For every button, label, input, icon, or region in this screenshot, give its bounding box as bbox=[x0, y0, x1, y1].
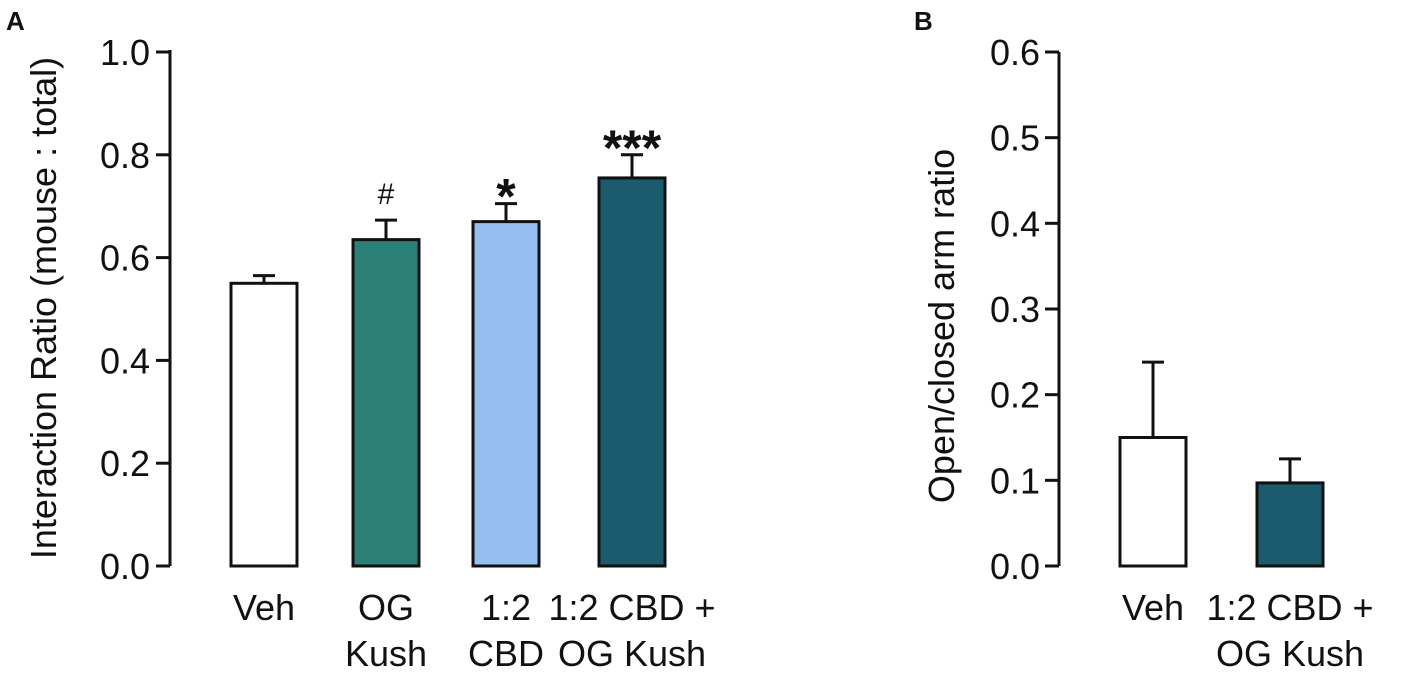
category-label: Kush bbox=[345, 633, 427, 674]
panel-b-y-ticks: 0.0 0.1 0.2 0.3 0.4 0.5 0.6 bbox=[990, 32, 1059, 587]
significance-mark: *** bbox=[603, 120, 662, 176]
y-tick-label: 0.5 bbox=[990, 118, 1040, 159]
panel-a-y-axis-title: Interaction Ratio (mouse : total) bbox=[23, 57, 64, 559]
y-tick-label: 0.4 bbox=[100, 340, 150, 381]
panel-b-bars bbox=[1118, 436, 1325, 568]
panel-a-bars bbox=[229, 176, 667, 568]
category-label: Veh bbox=[1122, 587, 1184, 628]
panel-a-y-ticks: 0.0 0.2 0.4 0.6 0.8 1.0 bbox=[100, 32, 170, 587]
panel-a-significance-marks: # **** bbox=[378, 120, 662, 225]
y-tick-label: 0.2 bbox=[990, 375, 1040, 416]
y-tick-label: 0.4 bbox=[990, 203, 1040, 244]
y-tick-label: 0.6 bbox=[990, 32, 1040, 73]
bar bbox=[351, 238, 421, 568]
category-label: OG Kush bbox=[558, 633, 706, 674]
bar bbox=[1118, 436, 1188, 568]
significance-mark: # bbox=[378, 178, 395, 211]
y-tick-label: 0.0 bbox=[990, 546, 1040, 587]
category-label: OG bbox=[358, 587, 414, 628]
bar bbox=[597, 176, 667, 568]
bar bbox=[229, 281, 299, 568]
panel-a-error-bars bbox=[253, 153, 643, 284]
y-tick-label: 0.0 bbox=[100, 546, 150, 587]
panel-a-letter: A bbox=[6, 6, 25, 36]
category-label: 1:2 bbox=[481, 587, 531, 628]
panel-b-category-labels: Veh 1:2 CBD + OG Kush bbox=[1122, 587, 1374, 674]
category-label: CBD bbox=[468, 633, 544, 674]
y-tick-label: 0.1 bbox=[990, 460, 1040, 501]
bar bbox=[1255, 481, 1325, 568]
category-label: 1:2 CBD + bbox=[1206, 587, 1373, 628]
y-tick-label: 0.8 bbox=[100, 135, 150, 176]
y-tick-label: 0.3 bbox=[990, 289, 1040, 330]
panel-b-y-axis-title: Open/closed arm ratio bbox=[921, 149, 962, 503]
category-label: OG Kush bbox=[1216, 633, 1364, 674]
panel-b-letter: B bbox=[914, 6, 933, 36]
bar bbox=[471, 220, 541, 568]
category-label: Veh bbox=[233, 587, 295, 628]
panel-b-error-bars bbox=[1142, 360, 1301, 483]
y-tick-label: 0.2 bbox=[100, 443, 150, 484]
panel-a: A Interaction Ratio (mouse : total) 0.00… bbox=[6, 6, 716, 674]
y-tick-label: 0.6 bbox=[100, 238, 150, 279]
significance-mark: * bbox=[496, 169, 516, 225]
category-label: 1:2 CBD + bbox=[548, 587, 715, 628]
panel-b: B Open/closed arm ratio 0.00.10.20.30.40… bbox=[914, 6, 1374, 674]
y-tick-label: 1.0 bbox=[100, 32, 150, 73]
